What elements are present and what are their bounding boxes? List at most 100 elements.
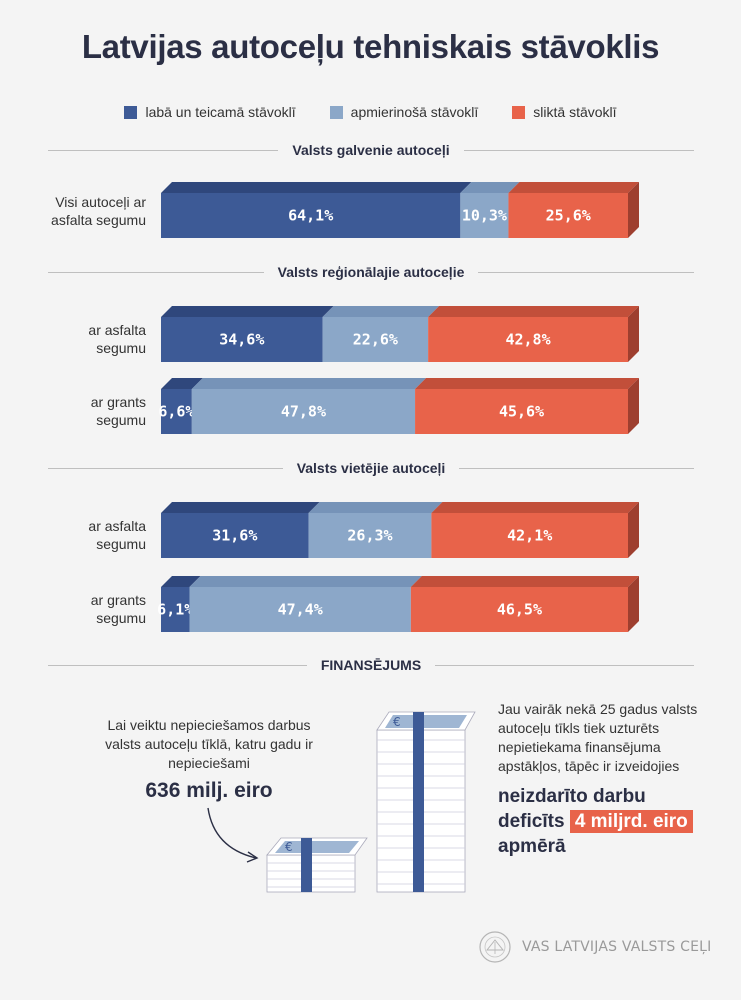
- bar-value-label: 6,6%: [158, 403, 194, 421]
- money-stack-large: €: [376, 711, 476, 893]
- section-title: Valsts reģionālajie autoceļie: [277, 264, 465, 280]
- bar-value-label: 47,4%: [278, 601, 323, 619]
- legend-swatch-bad: [512, 105, 526, 119]
- divider: [48, 271, 264, 273]
- bar-top-face: [161, 378, 203, 389]
- footer-logo: VAS LATVIJAS VALSTS CEĻI: [478, 930, 711, 964]
- row-label-local-asphalt: ar asfalta segumu: [20, 517, 146, 553]
- bar-side-face: [628, 502, 639, 558]
- bar-segment: [161, 587, 190, 632]
- bar-value-label: 42,1%: [507, 527, 552, 545]
- deficit-line-3: apmērā: [498, 836, 566, 857]
- legend-swatch-good: [124, 105, 138, 119]
- bar-side-face: [628, 306, 639, 362]
- page-title: Latvijas autoceļu tehniskais stāvoklis: [81, 28, 660, 65]
- section-title: Valsts galvenie autoceļi: [292, 142, 450, 158]
- money-stack-small: €: [266, 837, 368, 893]
- bar-value-label: 46,5%: [497, 601, 542, 619]
- deficit-amount-highlight: 4 miljrd. eiro: [569, 810, 693, 833]
- legend-item-good: labā un teicamā stāvoklī: [124, 104, 296, 120]
- bar-value-label: 25,6%: [546, 207, 591, 225]
- bar-segment: [161, 317, 323, 362]
- deficit-line-1: neizdarīto darbu: [498, 786, 646, 807]
- divider: [463, 149, 694, 151]
- bar-side-face: [628, 378, 639, 434]
- section-header-main-roads: Valsts galvenie autoceļi: [48, 140, 694, 160]
- bar-top-face: [161, 576, 201, 587]
- section-header-regional-roads: Valsts reģionālajie autoceļie: [48, 262, 695, 282]
- bar-top-face: [508, 182, 639, 193]
- bar-top-face: [431, 502, 639, 513]
- bar-segment: [428, 317, 628, 362]
- financing-need-amount: 636 milj. eiro: [145, 779, 273, 802]
- row-label-line: ar grants: [90, 394, 146, 410]
- bar-segment: [189, 587, 411, 632]
- financing-deficit-headline: neizdarīto darbu deficīts 4 miljrd. eiro…: [498, 784, 708, 859]
- divider: [478, 271, 695, 273]
- bar-top-face: [189, 576, 422, 587]
- section-title: Valsts vietējie autoceļi: [296, 460, 446, 476]
- deficit-line-2: deficīts: [498, 811, 565, 832]
- row-label-line: segumu: [96, 412, 146, 428]
- bar-top-face: [191, 378, 427, 389]
- financing-need-text: Lai veiktu nepieciešamos darbus valsts a…: [105, 717, 313, 771]
- bar-value-label: 26,3%: [347, 527, 392, 545]
- financing-need-block: Lai veiktu nepieciešamos darbus valsts a…: [90, 716, 328, 802]
- bar-value-label: 64,1%: [288, 207, 333, 225]
- row-label-line: ar grants: [90, 592, 146, 608]
- financing-deficit-text: Jau vairāk nekā 25 gadus valsts autoceļu…: [498, 701, 698, 774]
- bar-segment: [431, 513, 628, 558]
- row-label-line: ar asfalta: [88, 518, 146, 534]
- bar-value-label: 31,6%: [212, 527, 257, 545]
- bar-segment: [410, 587, 628, 632]
- legend-swatch-satisfactory: [329, 105, 343, 119]
- bar-side-face: [628, 576, 639, 632]
- bar-value-label: 6,1%: [157, 601, 193, 619]
- section-header-local-roads: Valsts vietējie autoceļi: [48, 458, 695, 478]
- divider: [48, 664, 307, 666]
- bar-top-face: [322, 306, 440, 317]
- bar-top-face: [161, 306, 334, 317]
- chart-legend: labā un teicamā stāvoklī apmierinošā stā…: [0, 104, 741, 120]
- bar-segment: [308, 513, 432, 558]
- bar-segment: [191, 389, 416, 434]
- bar-top-face: [308, 502, 443, 513]
- legend-label-satisfactory: apmierinošā stāvoklī: [350, 104, 479, 120]
- bar-side-face: [628, 182, 639, 238]
- row-label-main-asphalt: Visi autoceļi ar asfalta segumu: [20, 193, 146, 229]
- row-label-line: segumu: [96, 536, 146, 552]
- row-label-line: segumu: [96, 340, 146, 356]
- row-label-line: ar asfalta: [88, 322, 146, 338]
- bar-value-label: 34,6%: [219, 331, 264, 349]
- bar-value-label: 22,6%: [353, 331, 398, 349]
- financing-deficit-block: Jau vairāk nekā 25 gadus valsts autoceļu…: [498, 700, 708, 859]
- org-name: VAS LATVIJAS VALSTS CEĻI: [522, 939, 712, 955]
- divider: [435, 664, 695, 666]
- row-label-regional-asphalt: ar asfalta segumu: [20, 321, 146, 357]
- bar-value-label: 45,6%: [499, 403, 544, 421]
- bar-top-face: [410, 576, 639, 587]
- row-label-line: segumu: [96, 610, 146, 626]
- bar-segment: [322, 317, 429, 362]
- bar-top-face: [415, 378, 639, 389]
- divider: [48, 149, 279, 151]
- bar-top-face: [460, 182, 520, 193]
- bar-segment: [460, 193, 509, 238]
- row-label-regional-gravel: ar grants segumu: [20, 393, 146, 429]
- bar-segment: [161, 193, 461, 238]
- bar-top-face: [161, 182, 472, 193]
- row-label-line: asfalta segumu: [51, 212, 146, 228]
- bar-segment: [508, 193, 628, 238]
- bar-value-label: 42,8%: [505, 331, 550, 349]
- bar-segment: [415, 389, 628, 434]
- section-header-financing: FINANSĒJUMS: [48, 655, 695, 675]
- stacked-bar-chart: 64,1% 10,3% 25,6% 34,6% 22,6% 42,8% 6,6% 47,8% 4…: [157, 182, 639, 632]
- legend-item-satisfactory: apmierinošā stāvoklī: [329, 104, 479, 120]
- money-stacks-icon: € €: [266, 711, 476, 893]
- bar-value-label: 10,3%: [462, 207, 507, 225]
- legend-label-good: labā un teicamā stāvoklī: [145, 104, 296, 120]
- bar-top-face: [428, 306, 639, 317]
- legend-label-bad: sliktā stāvoklī: [533, 104, 617, 120]
- section-title: FINANSĒJUMS: [320, 657, 422, 673]
- divider: [48, 467, 283, 469]
